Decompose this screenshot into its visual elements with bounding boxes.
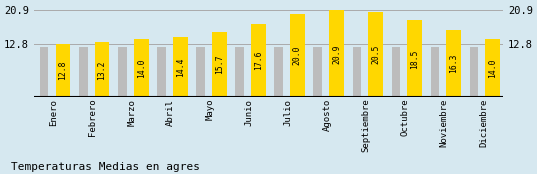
Bar [391,47,400,97]
Bar [485,39,500,97]
Text: 14.4: 14.4 [176,58,185,77]
Text: 16.3: 16.3 [449,54,458,73]
Text: 20.9: 20.9 [332,44,341,64]
Text: 14.0: 14.0 [136,58,146,78]
Text: 18.5: 18.5 [410,49,419,69]
Bar [235,47,244,97]
Bar [251,24,266,97]
Bar [274,47,283,97]
Bar [352,47,361,97]
Bar [431,47,439,97]
Bar [157,47,166,97]
Text: 14.0: 14.0 [488,58,497,78]
Text: 17.6: 17.6 [254,51,263,70]
Bar [79,47,88,97]
Bar [40,47,48,97]
Bar [314,47,322,97]
Bar [470,47,478,97]
Text: 20.5: 20.5 [371,45,380,64]
Bar [446,30,461,97]
Bar [95,42,110,97]
Bar [368,12,383,97]
Bar [173,37,187,97]
Bar [118,47,127,97]
Bar [134,39,149,97]
Bar [212,32,227,97]
Text: 15.7: 15.7 [215,55,224,74]
Bar [55,44,70,97]
Bar [290,14,305,97]
Text: 13.2: 13.2 [98,60,106,80]
Bar [196,47,205,97]
Bar [329,10,344,97]
Bar [407,20,422,97]
Text: 20.0: 20.0 [293,46,302,65]
Text: 12.8: 12.8 [59,61,68,80]
Text: Temperaturas Medias en agres: Temperaturas Medias en agres [11,162,200,172]
